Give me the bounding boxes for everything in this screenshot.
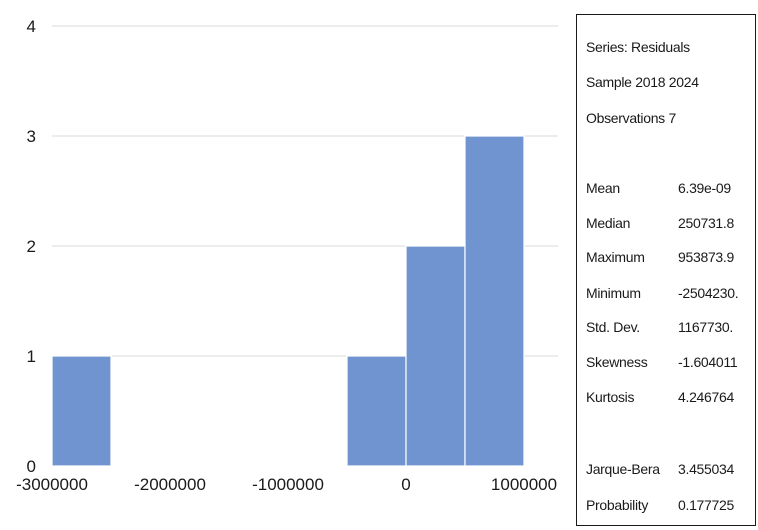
- stat-value: 1167730.: [678, 319, 733, 335]
- histogram-bar-0: [51, 355, 112, 467]
- stat-label: Kurtosis: [586, 389, 635, 405]
- series-name: Series: Residuals: [586, 39, 690, 55]
- stat-value: 3.455034: [678, 461, 734, 477]
- stat-value: 953873.9: [678, 249, 734, 265]
- y-tick-label: 3: [27, 127, 36, 146]
- stat-label: Minimum: [586, 285, 641, 301]
- stat-label: Median: [586, 215, 631, 231]
- x-axis-ticks: -3000000 -2000000 -1000000 0 1000000: [16, 475, 557, 494]
- stat-label: Skewness: [586, 354, 648, 370]
- histogram-bar-7: [464, 135, 525, 467]
- stat-label: Mean: [586, 180, 620, 196]
- statistics-panel: Series: Residuals Sample 2018 2024 Obser…: [576, 14, 756, 526]
- observations-count: Observations 7: [586, 110, 676, 126]
- stat-value: 6.39e-09: [678, 180, 731, 196]
- stat-value: 4.246764: [678, 389, 734, 405]
- sample-range: Sample 2018 2024: [586, 74, 699, 90]
- y-tick-label: 2: [27, 237, 36, 256]
- stat-label: Probability: [586, 497, 649, 513]
- x-tick-label: -2000000: [134, 475, 206, 494]
- stat-value: -2504230.: [678, 285, 739, 301]
- stat-label: Jarque-Bera: [586, 461, 660, 477]
- stat-value: 250731.8: [678, 215, 734, 231]
- y-tick-label: 4: [27, 17, 36, 36]
- histogram-bar-5: [346, 355, 407, 467]
- x-tick-label: 0: [401, 475, 410, 494]
- histogram-bars: [51, 135, 525, 467]
- histogram-bar-6: [405, 245, 466, 467]
- stat-value: 0.177725: [678, 497, 734, 513]
- stat-label: Std. Dev.: [586, 319, 640, 335]
- y-axis-ticks: 0 1 2 3 4: [27, 17, 36, 476]
- stat-value: -1.604011: [678, 354, 738, 370]
- x-tick-label: -3000000: [16, 475, 88, 494]
- residuals-histogram: 0 1 2 3 4 -3000000 -2000000 -1000000 0 1000000: [16, 17, 558, 494]
- y-tick-label: 1: [27, 347, 36, 366]
- y-tick-label: 0: [27, 457, 36, 476]
- stat-label: Maximum: [586, 249, 645, 265]
- x-tick-label: 1000000: [491, 475, 557, 494]
- x-tick-label: -1000000: [252, 475, 324, 494]
